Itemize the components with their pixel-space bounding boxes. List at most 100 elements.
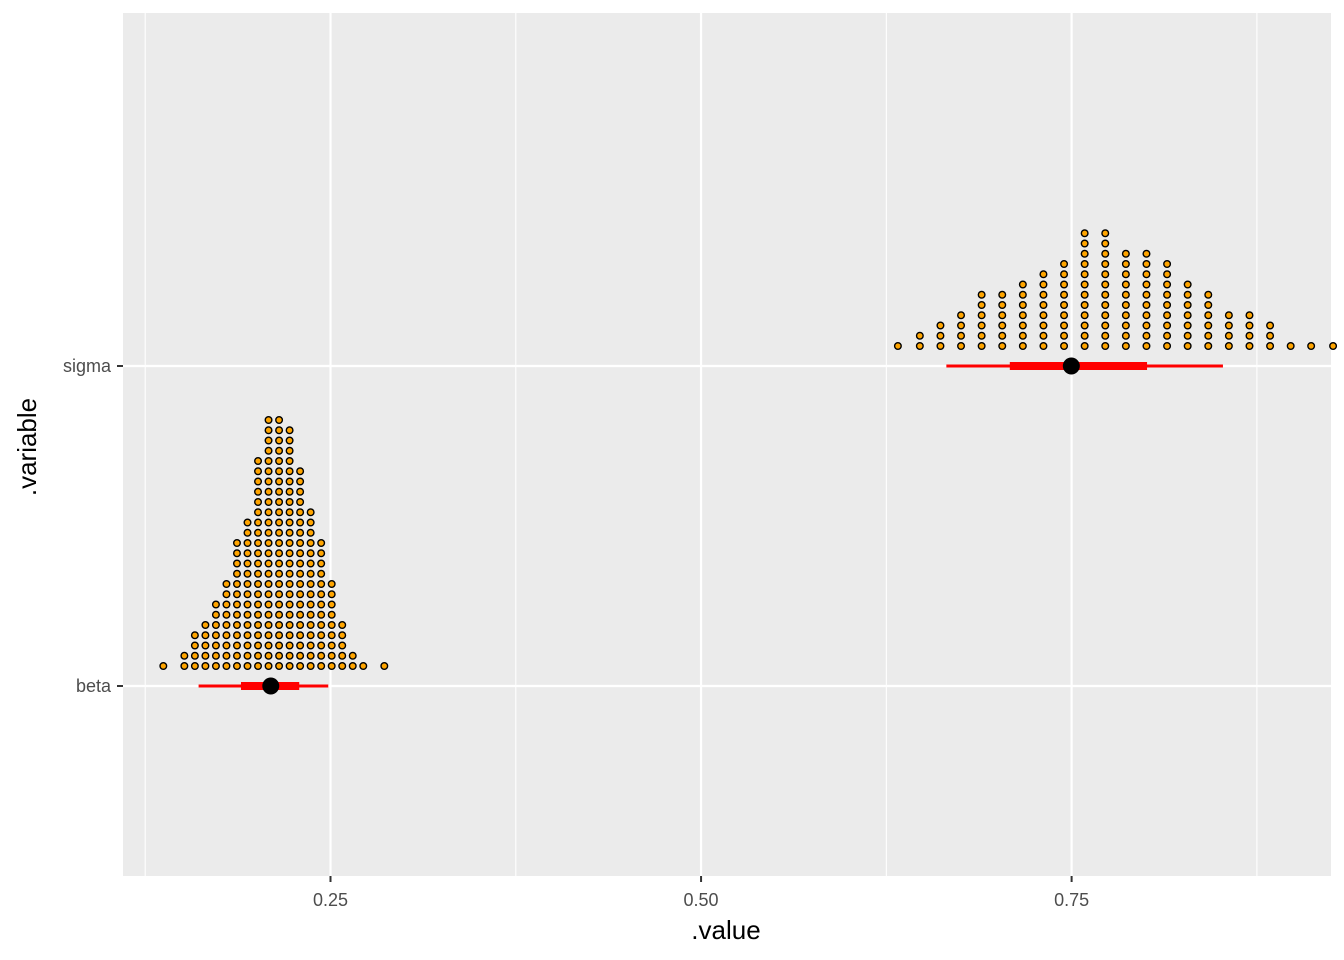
dot-beta xyxy=(211,651,220,660)
dot-beta xyxy=(232,600,241,609)
dot-beta xyxy=(254,631,263,640)
dot-beta xyxy=(306,641,315,650)
dot-sigma xyxy=(1286,342,1295,351)
dot-beta xyxy=(306,569,315,578)
dot-beta xyxy=(254,457,263,466)
dot-sigma xyxy=(1101,239,1110,248)
dot-beta xyxy=(285,477,294,486)
dot-beta xyxy=(296,662,305,671)
dot-sigma xyxy=(893,342,902,351)
dot-beta xyxy=(243,518,252,527)
dot-beta xyxy=(317,539,326,548)
dot-sigma xyxy=(1080,280,1089,289)
dot-beta xyxy=(254,508,263,517)
dot-beta xyxy=(338,651,347,660)
dot-sigma xyxy=(1183,311,1192,320)
dot-layer xyxy=(159,229,1338,671)
dot-beta xyxy=(232,580,241,589)
dot-beta xyxy=(201,631,210,640)
dot-beta xyxy=(264,508,273,517)
dot-beta xyxy=(285,549,294,558)
dot-sigma xyxy=(1101,321,1110,330)
dot-beta xyxy=(243,580,252,589)
dot-sigma xyxy=(1121,321,1130,330)
dot-beta xyxy=(275,539,284,548)
dot-beta xyxy=(306,580,315,589)
dot-beta xyxy=(264,477,273,486)
dot-beta xyxy=(243,621,252,630)
dot-sigma xyxy=(1183,280,1192,289)
dot-sigma xyxy=(936,321,945,330)
dot-beta xyxy=(317,569,326,578)
dot-sigma xyxy=(1142,321,1151,330)
dot-beta xyxy=(243,651,252,660)
dot-beta xyxy=(254,498,263,507)
dot-sigma xyxy=(1080,249,1089,258)
dot-sigma xyxy=(1307,342,1316,351)
dot-beta xyxy=(264,651,273,660)
dot-beta xyxy=(222,610,231,619)
dot-beta xyxy=(180,651,189,660)
dot-beta xyxy=(211,610,220,619)
dot-sigma xyxy=(1080,321,1089,330)
dot-beta xyxy=(264,426,273,435)
dot-sigma xyxy=(915,342,924,351)
dot-beta xyxy=(275,631,284,640)
dot-beta xyxy=(285,631,294,640)
dot-beta xyxy=(306,600,315,609)
dot-beta xyxy=(306,590,315,599)
dot-beta xyxy=(327,651,336,660)
dot-sigma xyxy=(998,342,1007,351)
dot-sigma xyxy=(957,342,966,351)
dot-sigma xyxy=(1266,342,1275,351)
dot-sigma xyxy=(957,321,966,330)
dot-sigma xyxy=(1060,321,1069,330)
dot-sigma xyxy=(1163,270,1172,279)
dot-beta xyxy=(254,610,263,619)
dot-sigma xyxy=(1101,249,1110,258)
dot-sigma xyxy=(1204,311,1213,320)
dot-sigma xyxy=(1142,280,1151,289)
dot-beta xyxy=(275,580,284,589)
dot-beta xyxy=(222,662,231,671)
dot-sigma xyxy=(1060,331,1069,340)
dot-sigma xyxy=(1101,270,1110,279)
dot-sigma xyxy=(998,331,1007,340)
dot-beta xyxy=(327,641,336,650)
dot-beta xyxy=(317,559,326,568)
dot-beta xyxy=(306,528,315,537)
dot-beta xyxy=(296,610,305,619)
dot-beta xyxy=(254,487,263,496)
dot-beta xyxy=(317,600,326,609)
panel-background xyxy=(123,13,1331,876)
dot-beta xyxy=(285,651,294,660)
dot-beta xyxy=(264,539,273,548)
dot-beta xyxy=(285,436,294,445)
dot-beta xyxy=(264,416,273,425)
dot-sigma xyxy=(1224,311,1233,320)
dot-beta xyxy=(275,559,284,568)
dot-sigma xyxy=(1060,301,1069,310)
dot-beta xyxy=(190,641,199,650)
dot-sigma xyxy=(998,311,1007,320)
dot-beta xyxy=(254,621,263,630)
dot-sigma xyxy=(977,311,986,320)
dot-sigma xyxy=(1183,321,1192,330)
dot-beta xyxy=(275,467,284,476)
axes: 0.25 0.50 0.75 beta sigma xyxy=(63,356,1089,910)
dot-sigma xyxy=(977,342,986,351)
dot-sigma xyxy=(1142,249,1151,258)
dot-beta xyxy=(296,621,305,630)
dot-beta xyxy=(306,610,315,619)
y-tick-label: sigma xyxy=(63,356,112,376)
dot-beta xyxy=(275,508,284,517)
dot-beta xyxy=(296,539,305,548)
dot-beta xyxy=(348,662,357,671)
dot-beta xyxy=(201,662,210,671)
dot-beta xyxy=(338,621,347,630)
dot-beta xyxy=(264,559,273,568)
dot-sigma xyxy=(1163,280,1172,289)
dot-sigma xyxy=(1163,321,1172,330)
dot-sigma xyxy=(1080,260,1089,269)
dot-sigma xyxy=(1224,342,1233,351)
